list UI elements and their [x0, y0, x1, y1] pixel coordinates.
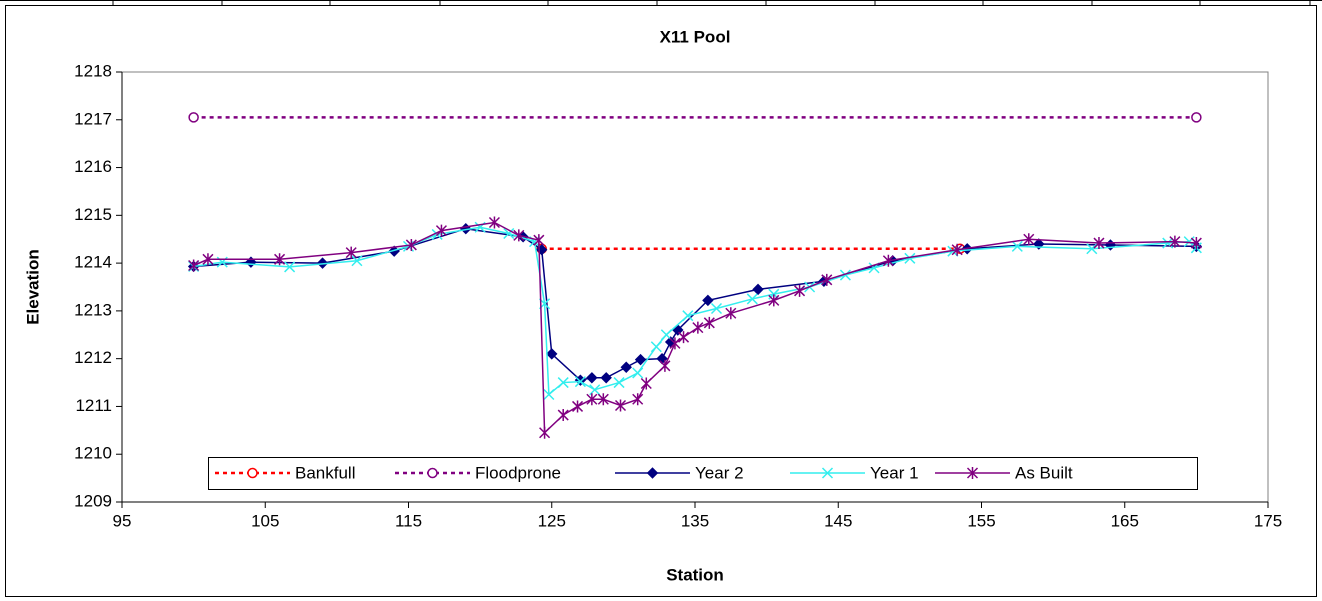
series-line — [193, 221, 1197, 435]
marker — [316, 257, 329, 269]
marker — [543, 388, 555, 401]
marker — [632, 367, 644, 379]
legend-marker — [247, 467, 258, 479]
marker — [821, 273, 833, 286]
marker — [882, 254, 894, 267]
x-tick-label: 125 — [538, 511, 566, 530]
marker — [634, 353, 647, 366]
marker — [710, 302, 723, 315]
marker — [692, 321, 704, 334]
marker — [589, 384, 601, 396]
marker — [435, 224, 447, 237]
marker — [1011, 240, 1023, 252]
marker — [513, 229, 525, 242]
marker — [557, 409, 569, 422]
marker — [533, 234, 545, 247]
marker — [188, 112, 199, 123]
x-tick-label: 95 — [113, 511, 132, 530]
x-tick-label: 165 — [1111, 511, 1139, 530]
marker — [1190, 237, 1202, 250]
legend-label: Year 2 — [695, 463, 744, 482]
marker — [703, 316, 715, 329]
marker — [678, 331, 690, 344]
marker — [202, 253, 214, 266]
marker — [702, 294, 714, 307]
marker — [904, 252, 916, 264]
x-tick-label: 115 — [395, 511, 422, 530]
y-tick-label: 1216 — [74, 157, 112, 176]
marker — [488, 216, 500, 229]
legend-box — [208, 457, 1198, 490]
y-tick-label: 1211 — [75, 396, 112, 415]
marker — [768, 294, 780, 307]
y-tick-label: 1210 — [74, 444, 112, 463]
x-axis-label: Station — [666, 565, 724, 584]
y-tick-label: 1212 — [74, 348, 112, 367]
marker — [557, 377, 569, 389]
marker — [1169, 235, 1181, 248]
marker — [640, 377, 652, 390]
marker — [586, 372, 598, 384]
marker — [752, 283, 764, 296]
legend-marker — [427, 467, 438, 479]
marker — [725, 307, 737, 320]
marker — [632, 393, 644, 406]
chart-title: X11 Pool — [660, 27, 731, 46]
chart-border — [5, 5, 1317, 597]
marker — [660, 329, 672, 341]
marker — [746, 293, 758, 305]
x-tick-label: 155 — [967, 511, 995, 530]
marker — [586, 393, 598, 406]
marker — [539, 426, 551, 439]
marker — [405, 238, 417, 251]
marker — [1023, 233, 1035, 246]
marker — [284, 261, 296, 273]
x-tick-label: 145 — [824, 511, 852, 530]
y-tick-label: 1215 — [74, 205, 112, 224]
x-tick-label: 175 — [1254, 511, 1282, 530]
legend-label: Bankfull — [295, 463, 355, 482]
marker — [669, 337, 681, 350]
legend-marker — [966, 467, 979, 479]
x-tick-label: 135 — [681, 511, 709, 530]
marker — [659, 359, 671, 372]
marker — [351, 255, 363, 267]
marker — [1086, 243, 1098, 255]
marker — [597, 393, 609, 406]
marker — [503, 227, 515, 240]
y-tick-label: 1213 — [74, 300, 112, 319]
marker — [794, 284, 806, 297]
marker — [1093, 237, 1105, 250]
y-tick-label: 1217 — [74, 109, 112, 128]
marker — [682, 310, 694, 322]
x-tick-label: 105 — [251, 511, 279, 530]
sheet-grid — [0, 0, 1322, 5]
legend-marker — [646, 467, 659, 479]
marker — [650, 341, 662, 353]
marker — [1191, 112, 1202, 123]
y-tick-label: 1214 — [74, 253, 112, 272]
marker — [839, 269, 851, 281]
legend-marker — [821, 467, 834, 479]
marker — [274, 253, 286, 266]
marker — [188, 259, 200, 272]
y-tick-label: 1218 — [74, 61, 112, 80]
legend-label: Floodprone — [475, 463, 561, 482]
y-axis-label: Elevation — [23, 249, 42, 325]
marker — [620, 361, 632, 373]
y-tick-label: 1209 — [74, 491, 112, 510]
legend-label: Year 1 — [870, 463, 919, 482]
marker — [951, 243, 963, 256]
marker — [345, 246, 357, 259]
marker — [574, 376, 586, 388]
marker — [572, 400, 584, 413]
marker — [600, 372, 612, 384]
legend-label: As Built — [1015, 463, 1073, 482]
marker — [546, 348, 558, 360]
marker — [614, 399, 627, 412]
marker — [613, 377, 625, 389]
